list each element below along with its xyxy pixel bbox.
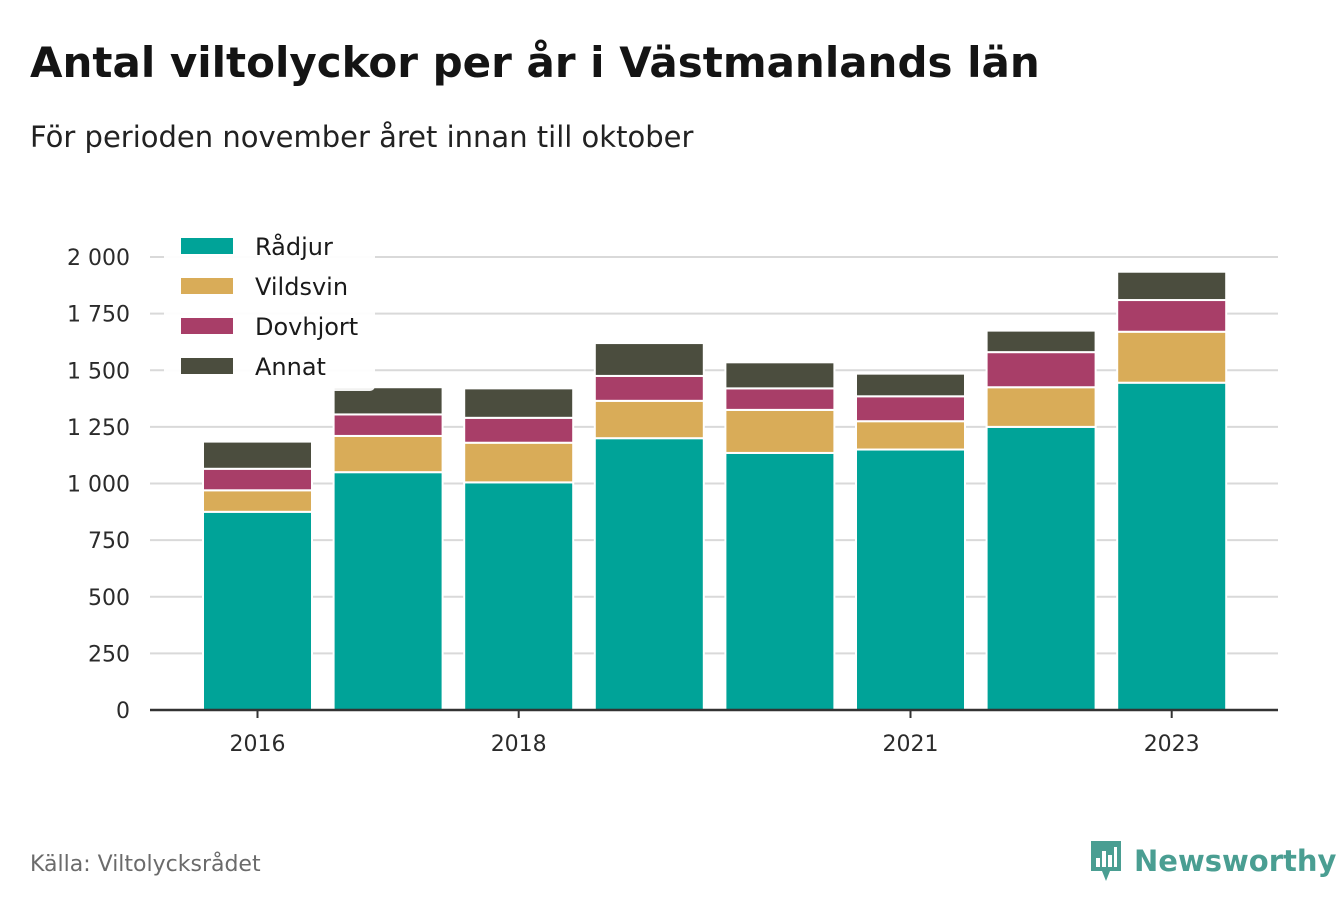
bar-segment-vildsvin-2021 (855, 420, 966, 451)
x-tick-label: 2018 (491, 732, 547, 757)
bars (202, 270, 1228, 711)
bar-segment-annat-2022 (985, 329, 1097, 354)
bar-segment-dovhjort-2017 (332, 413, 444, 437)
legend-box (164, 223, 375, 391)
y-axis: 0 250 500 750 1 000 1 250 1 500 1 750 2 000 (67, 246, 130, 724)
legend-swatch-dovhjort (181, 318, 233, 334)
bar-segment-rådjur-2016 (202, 510, 313, 711)
y-tick-label: 1 750 (67, 303, 130, 328)
bar-chart-speech-bubble-icon (1091, 841, 1121, 881)
y-tick-label: 750 (88, 529, 130, 554)
source-note: Källa: Viltolycksrådet (30, 852, 261, 877)
legend-label: Dovhjort (255, 313, 358, 341)
x-axis: 2016 2018 2021 2023 (150, 708, 1278, 757)
bar-segment-dovhjort-2022 (985, 351, 1097, 389)
bar-segment-dovhjort-2019 (593, 374, 705, 402)
y-tick-label: 2 000 (67, 246, 130, 271)
bar-segment-dovhjort-2016 (202, 467, 313, 492)
bar-segment-rådjur-2021 (855, 448, 966, 711)
bar-segment-vildsvin-2022 (985, 386, 1097, 428)
bar-segment-annat-2021 (855, 372, 966, 398)
bar-segment-dovhjort-2023 (1116, 299, 1228, 333)
legend-swatch-annat (181, 358, 233, 374)
bar-segment-dovhjort-2021 (855, 395, 966, 423)
y-tick-label: 1 000 (67, 473, 130, 498)
legend-swatch-vildsvin (181, 278, 233, 294)
chart-subtitle: För perioden november året innan till ok… (30, 120, 694, 154)
bar-segment-rådjur-2019 (593, 437, 705, 711)
bar-segment-vildsvin-2018 (463, 441, 575, 484)
bar-segment-annat-2018 (463, 387, 575, 419)
y-tick-label: 1 500 (67, 359, 130, 384)
bar-segment-rådjur-2017 (332, 471, 444, 711)
bar-segment-rådjur-2018 (463, 481, 575, 711)
bar-segment-annat-2016 (202, 440, 313, 470)
legend-label: Rådjur (255, 232, 333, 261)
y-tick-label: 1 250 (67, 416, 130, 441)
legend-label: Annat (255, 353, 326, 381)
bar-segment-annat-2020 (724, 361, 836, 390)
x-tick-label: 2023 (1144, 732, 1200, 757)
bar-segment-vildsvin-2016 (202, 489, 313, 513)
bar-segment-rådjur-2020 (724, 451, 836, 711)
y-tick-label: 250 (88, 642, 130, 667)
x-tick-label: 2021 (883, 732, 939, 757)
bar-segment-annat-2023 (1116, 270, 1228, 302)
y-tick-label: 500 (88, 586, 130, 611)
brand-name: Newsworthy (1134, 844, 1337, 878)
bar-segment-annat-2017 (332, 386, 444, 416)
legend: Rådjur Vildsvin Dovhjort Annat (164, 223, 375, 391)
bar-segment-dovhjort-2018 (463, 416, 575, 444)
legend-label: Vildsvin (255, 273, 348, 301)
y-tick-label: 0 (116, 699, 130, 724)
chart-title: Antal viltolyckor per år i Västmanlands … (30, 38, 1040, 87)
x-tick-label: 2016 (230, 732, 286, 757)
bar-segment-vildsvin-2019 (593, 399, 705, 440)
bar-segment-rådjur-2022 (985, 425, 1097, 711)
legend-swatch-rådjur (181, 238, 233, 254)
bar-segment-vildsvin-2020 (724, 408, 836, 454)
bar-segment-dovhjort-2020 (724, 387, 836, 411)
brand-logo: Newsworthy (1088, 838, 1336, 884)
bar-segment-annat-2019 (593, 342, 705, 377)
bar-segment-vildsvin-2023 (1116, 330, 1228, 384)
bar-segment-rådjur-2023 (1116, 381, 1228, 711)
bar-segment-vildsvin-2017 (332, 434, 444, 474)
